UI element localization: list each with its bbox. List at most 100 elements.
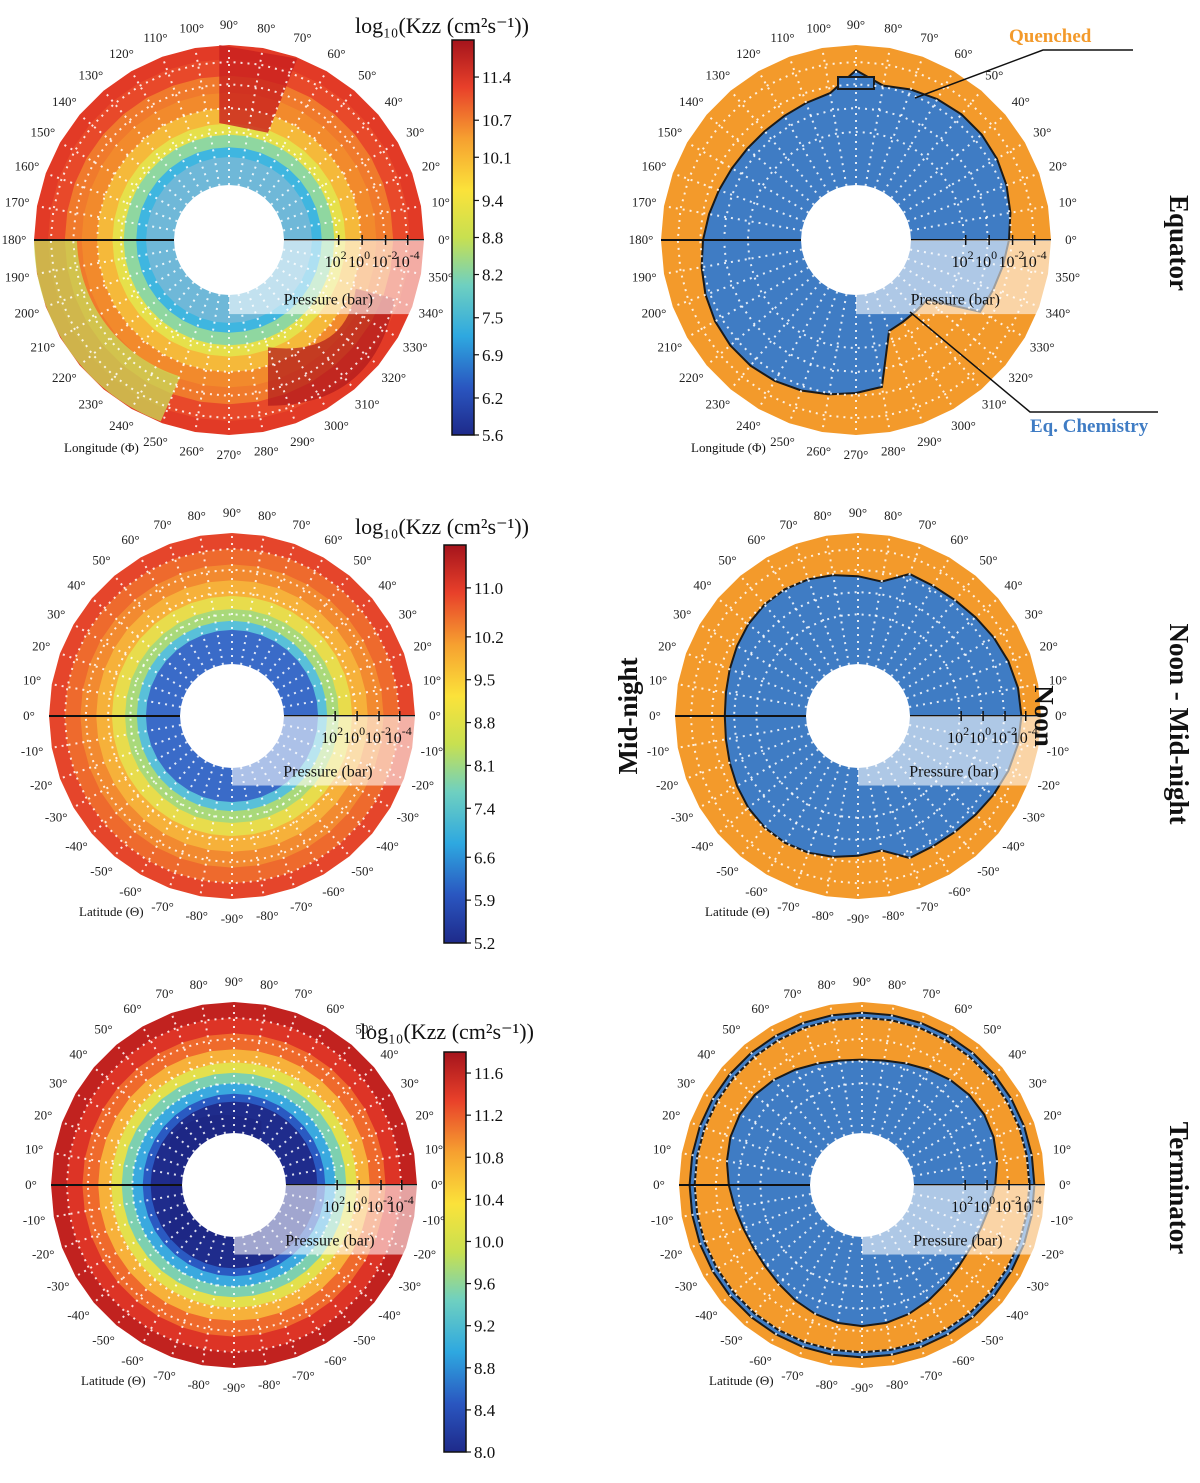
colorbar-tick-label: 6.6 (474, 848, 495, 867)
angle-tick-label: 20° (1049, 158, 1067, 173)
grid-spoke (685, 652, 810, 700)
angle-tick-label: 270° (844, 447, 869, 462)
grid-ring (129, 613, 335, 819)
angle-tick-label: -90° (847, 911, 870, 926)
colorbar-tick-label: 10.1 (482, 148, 512, 167)
angle-tick-label: -80° (258, 1377, 281, 1392)
grid-spoke (681, 1152, 811, 1177)
angle-tick-label: 170° (5, 195, 30, 210)
grid-spoke (276, 623, 391, 691)
radial-tick-exponent: 0 (985, 724, 991, 738)
grid-spoke (270, 113, 380, 206)
grid-spoke (866, 767, 891, 897)
angle-axis-label: Latitude (Θ) (79, 904, 144, 919)
angle-tick-label: -30° (45, 810, 68, 825)
angle-tick-label: 20° (1040, 639, 1058, 654)
angle-tick-label: 10° (25, 1142, 43, 1157)
angle-tick-label: 50° (355, 1021, 373, 1036)
angle-tick-label: 80° (888, 977, 906, 992)
grid-spoke (743, 1224, 830, 1326)
grid-spoke (273, 1066, 375, 1153)
grid-spoke (897, 597, 999, 684)
grid-spoke (717, 597, 819, 684)
grid-spoke (255, 287, 328, 410)
grid-spoke (699, 623, 814, 691)
angle-tick-label: -50° (977, 864, 1000, 879)
angle-tick-label: -70° (290, 899, 313, 914)
grid-spoke (59, 141, 182, 214)
angle-tick-label: 240° (109, 418, 134, 433)
angle-tick-label: 250° (770, 434, 795, 449)
angle-tick-label: 50° (358, 67, 376, 82)
angle-tick-label: 330° (1030, 340, 1055, 355)
radial-tick-exponent: 2 (341, 248, 347, 262)
radial-tick-exponent: 2 (968, 248, 974, 262)
angle-tick-label: 330° (403, 340, 428, 355)
grid-spoke (873, 291, 924, 424)
angle-tick-label: 70° (779, 517, 797, 532)
angle-tick-label: 230° (705, 397, 730, 412)
angle-tick-label: 60° (747, 532, 765, 547)
angle-tick-label: -10° (23, 1212, 46, 1227)
kzz-feature (268, 288, 395, 406)
angle-tick-label: 70° (918, 517, 936, 532)
colorbar-title: log₁₀(Kzz (cm²s⁻¹)) (355, 514, 529, 539)
grid-spoke (798, 1012, 846, 1137)
grid-spoke (282, 1121, 407, 1169)
angle-tick-label: 0° (1065, 232, 1077, 247)
grid-spoke (278, 1092, 393, 1160)
angle-tick-label: -10° (651, 1212, 674, 1227)
grid-spoke (913, 1152, 1043, 1177)
grid-ring (759, 1082, 965, 1288)
radial-tick-exponent: 2 (967, 1193, 973, 1207)
grid-spoke (161, 291, 212, 424)
angle-tick-label: -20° (1041, 1246, 1064, 1261)
angle-tick-label: 110° (770, 30, 794, 45)
angle-tick-label: 30° (677, 1076, 695, 1091)
angle-tick-label: 0° (653, 1177, 665, 1192)
grid-spoke (894, 1044, 981, 1146)
angle-tick-label: -20° (1037, 777, 1060, 792)
angle-tick-label: 70° (155, 986, 173, 1001)
angle-tick-label: -90° (223, 1380, 246, 1395)
angle-tick-label: 0° (431, 1177, 443, 1192)
grid-spoke (113, 575, 200, 677)
row-label-terminator: Terminator (1164, 1122, 1194, 1254)
grid-spoke (282, 205, 422, 232)
colorbar-tick-label: 11.0 (474, 579, 503, 598)
radial-tick-exponent: -2 (388, 248, 398, 262)
grid-spoke (906, 1092, 1021, 1160)
angle-tick-label: -50° (981, 1333, 1004, 1348)
grid-spoke (788, 291, 839, 424)
angle-tick-label: -60° (324, 1353, 347, 1368)
angle-tick-label: -30° (1023, 810, 1046, 825)
colorbar-tick-label: 8.4 (474, 1401, 496, 1420)
grid-spoke (264, 575, 351, 677)
angle-tick-label: 60° (326, 1001, 344, 1016)
grid-spoke (757, 287, 830, 410)
grid-spoke (237, 47, 264, 187)
angle-tick-label: -20° (660, 1246, 683, 1261)
colorbar-tick-label: 9.6 (474, 1275, 495, 1294)
grid-spoke (276, 141, 399, 214)
angle-tick-label: 30° (406, 125, 424, 140)
grid-ring (72, 83, 386, 397)
colorbar-title: log₁₀(Kzz (cm²s⁻¹)) (360, 1019, 534, 1044)
grid-spoke (699, 741, 814, 809)
grid-spoke (170, 1012, 218, 1137)
grid-spoke (703, 1092, 818, 1160)
angle-tick-label: 250° (143, 434, 168, 449)
angle-tick-label: 70° (922, 986, 940, 1001)
angle-tick-label: 10° (1059, 195, 1077, 210)
grid-spoke (901, 1066, 1003, 1153)
angle-tick-label: 40° (380, 1047, 398, 1062)
angle-tick-label: 290° (917, 434, 942, 449)
angle-tick-label: 70° (920, 30, 938, 45)
colorbar-tick-label: 10.0 (474, 1232, 504, 1251)
grid-spoke (873, 56, 924, 189)
angle-tick-label: 130° (78, 67, 103, 82)
angle-tick-label: -80° (187, 1377, 210, 1392)
angle-tick-label: 240° (736, 418, 761, 433)
angle-tick-label: 350° (428, 269, 453, 284)
